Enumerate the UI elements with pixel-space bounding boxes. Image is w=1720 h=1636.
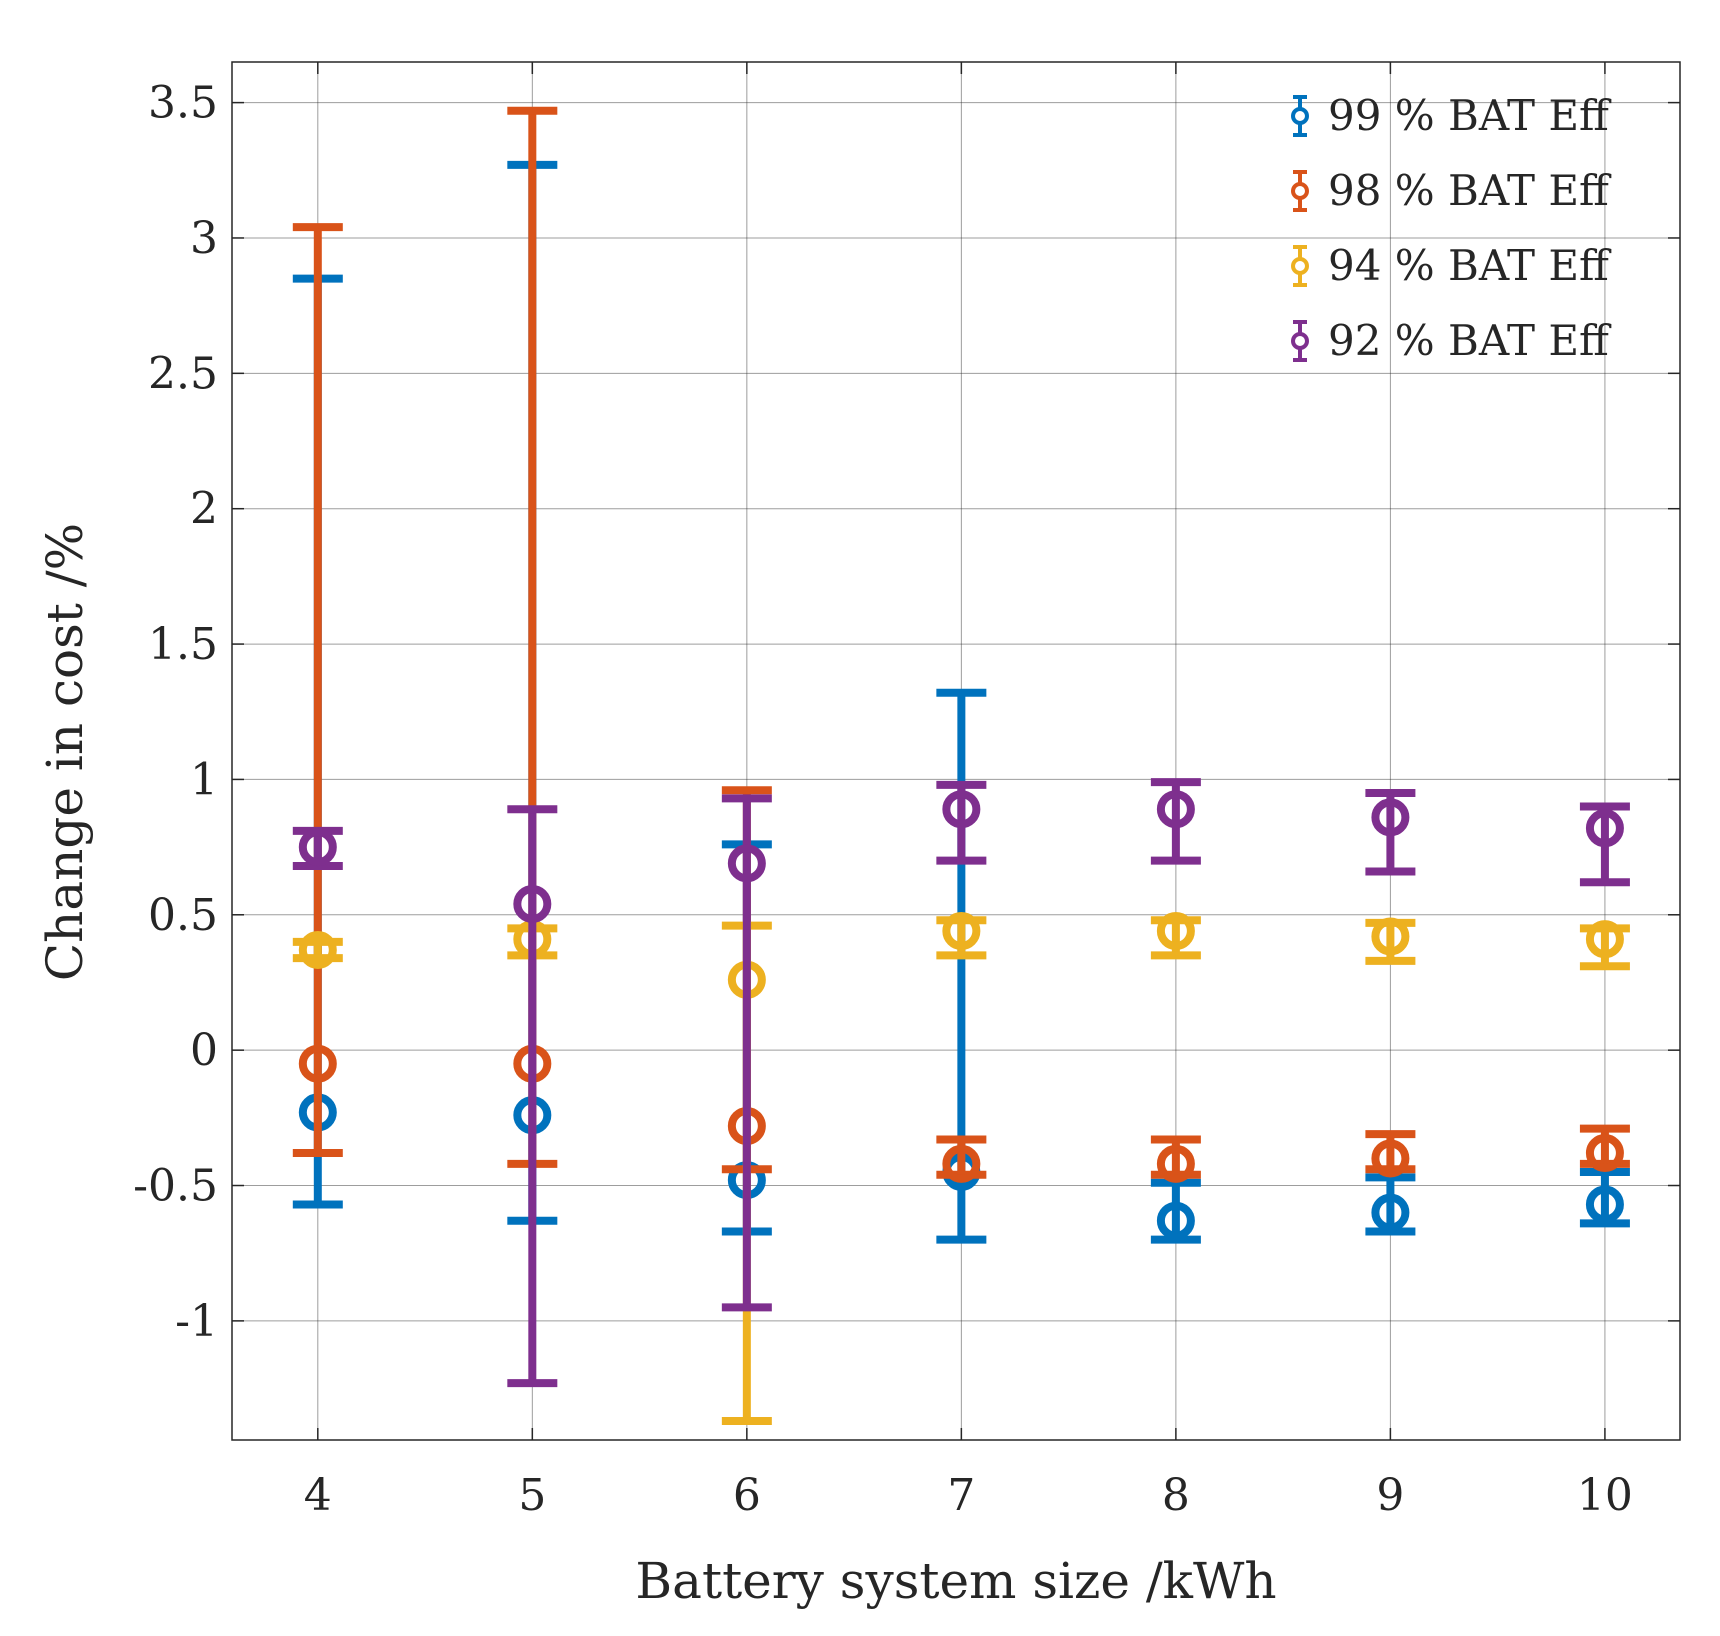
errorbar-point: [1365, 1173, 1416, 1236]
data-point-marker: [1156, 1144, 1195, 1183]
data-point-marker: [1371, 917, 1410, 956]
legend: 99 % BAT Eff 98 % BAT Eff 94 % BAT Eff 92 %…: [1291, 91, 1612, 365]
legend-item-3: 94 % BAT Eff: [1291, 241, 1612, 290]
errorbar-point: [1579, 802, 1630, 887]
series-4: [292, 778, 1630, 1388]
legend-marker-icon: [1291, 332, 1309, 350]
data-point-marker: [1585, 1185, 1624, 1224]
plot-area: [232, 62, 1680, 1440]
legend-item-1: 99 % BAT Eff: [1291, 91, 1612, 140]
errorbar-point: [1365, 917, 1416, 965]
y-tick-label: -1: [175, 1296, 218, 1347]
plot-frame: [231, 61, 1681, 1441]
legend-label: 99 % BAT Eff: [1328, 91, 1612, 140]
legend-label: 94 % BAT Eff: [1328, 241, 1612, 290]
errorbar-point: [1579, 1124, 1630, 1173]
x-axis-title: Battery system size /kWh: [635, 1552, 1276, 1610]
plot-area-background: [232, 62, 1680, 1440]
errorbar-point: [936, 912, 987, 960]
errorbar-point: [936, 1135, 987, 1183]
data-point-marker: [1371, 798, 1410, 837]
x-tick-label: 10: [1577, 1470, 1633, 1521]
errorbar-point: [1365, 788, 1416, 876]
y-tick-label: 2.5: [148, 348, 218, 399]
y-axis-ticks: -1 -0.5 0 0.5 1 1.5 2 2.5 3 3.5: [133, 78, 1680, 1347]
data-point-marker: [1585, 809, 1624, 848]
data-point-marker: [727, 844, 766, 883]
data-point-marker: [1371, 1193, 1410, 1232]
series: [292, 106, 1630, 1426]
data-point-marker: [1156, 1201, 1195, 1240]
x-tick-label: 6: [733, 1470, 761, 1521]
errorbar-point: [1150, 1135, 1201, 1183]
y-tick-label: 3.5: [148, 78, 218, 129]
errorbar-point: [292, 223, 343, 1158]
x-tick-label: 4: [304, 1470, 332, 1521]
data-point-marker: [298, 930, 337, 969]
errorbar-point: [1365, 1130, 1416, 1178]
legend-marker-icon: [1291, 182, 1309, 200]
errorbar-point: [721, 794, 772, 1312]
y-tick-label: 2: [190, 484, 218, 535]
errorbar-point: [1150, 778, 1201, 865]
errorbar-point: [1150, 912, 1201, 960]
y-tick-label: 0.5: [148, 890, 218, 941]
x-tick-label: 8: [1162, 1470, 1190, 1521]
y-tick-label: -0.5: [133, 1161, 218, 1212]
data-point-marker: [298, 1044, 337, 1083]
data-point-marker: [942, 912, 981, 951]
legend-label: 92 % BAT Eff: [1328, 316, 1612, 365]
y-axis-title: Change in cost /%: [36, 523, 94, 981]
data-point-marker: [1585, 1134, 1624, 1173]
x-tick-label: 5: [518, 1470, 546, 1521]
legend-label: 98 % BAT Eff: [1328, 166, 1612, 215]
legend-marker-icon: [1291, 107, 1309, 125]
x-tick-label: 9: [1376, 1470, 1404, 1521]
data-point-marker: [1585, 920, 1624, 959]
x-tick-label: 7: [947, 1470, 975, 1521]
legend-item-2: 98 % BAT Eff: [1291, 166, 1612, 215]
errorbar-point: [292, 826, 343, 871]
legend-marker-icon: [1291, 257, 1309, 275]
data-point-marker: [942, 790, 981, 829]
legend-item-4: 92 % BAT Eff: [1291, 316, 1612, 365]
errorbar-point: [507, 805, 558, 1388]
y-tick-label: 0: [190, 1025, 218, 1076]
errorbar-point: [292, 930, 343, 969]
y-tick-label: 1.5: [148, 619, 218, 670]
y-tick-label: 1: [190, 754, 218, 805]
data-point-marker: [298, 828, 337, 867]
data-point-marker: [1156, 790, 1195, 829]
data-point-marker: [513, 884, 552, 923]
data-point-marker: [942, 1144, 981, 1183]
y-tick-label: 3: [190, 213, 218, 264]
data-point-marker: [1371, 1139, 1410, 1178]
errorbar-point: [1579, 920, 1630, 971]
errorbar-point: [936, 780, 987, 865]
x-axis-ticks: 4 5 6 7 8 9 10: [304, 62, 1633, 1521]
data-point-marker: [1156, 912, 1195, 951]
